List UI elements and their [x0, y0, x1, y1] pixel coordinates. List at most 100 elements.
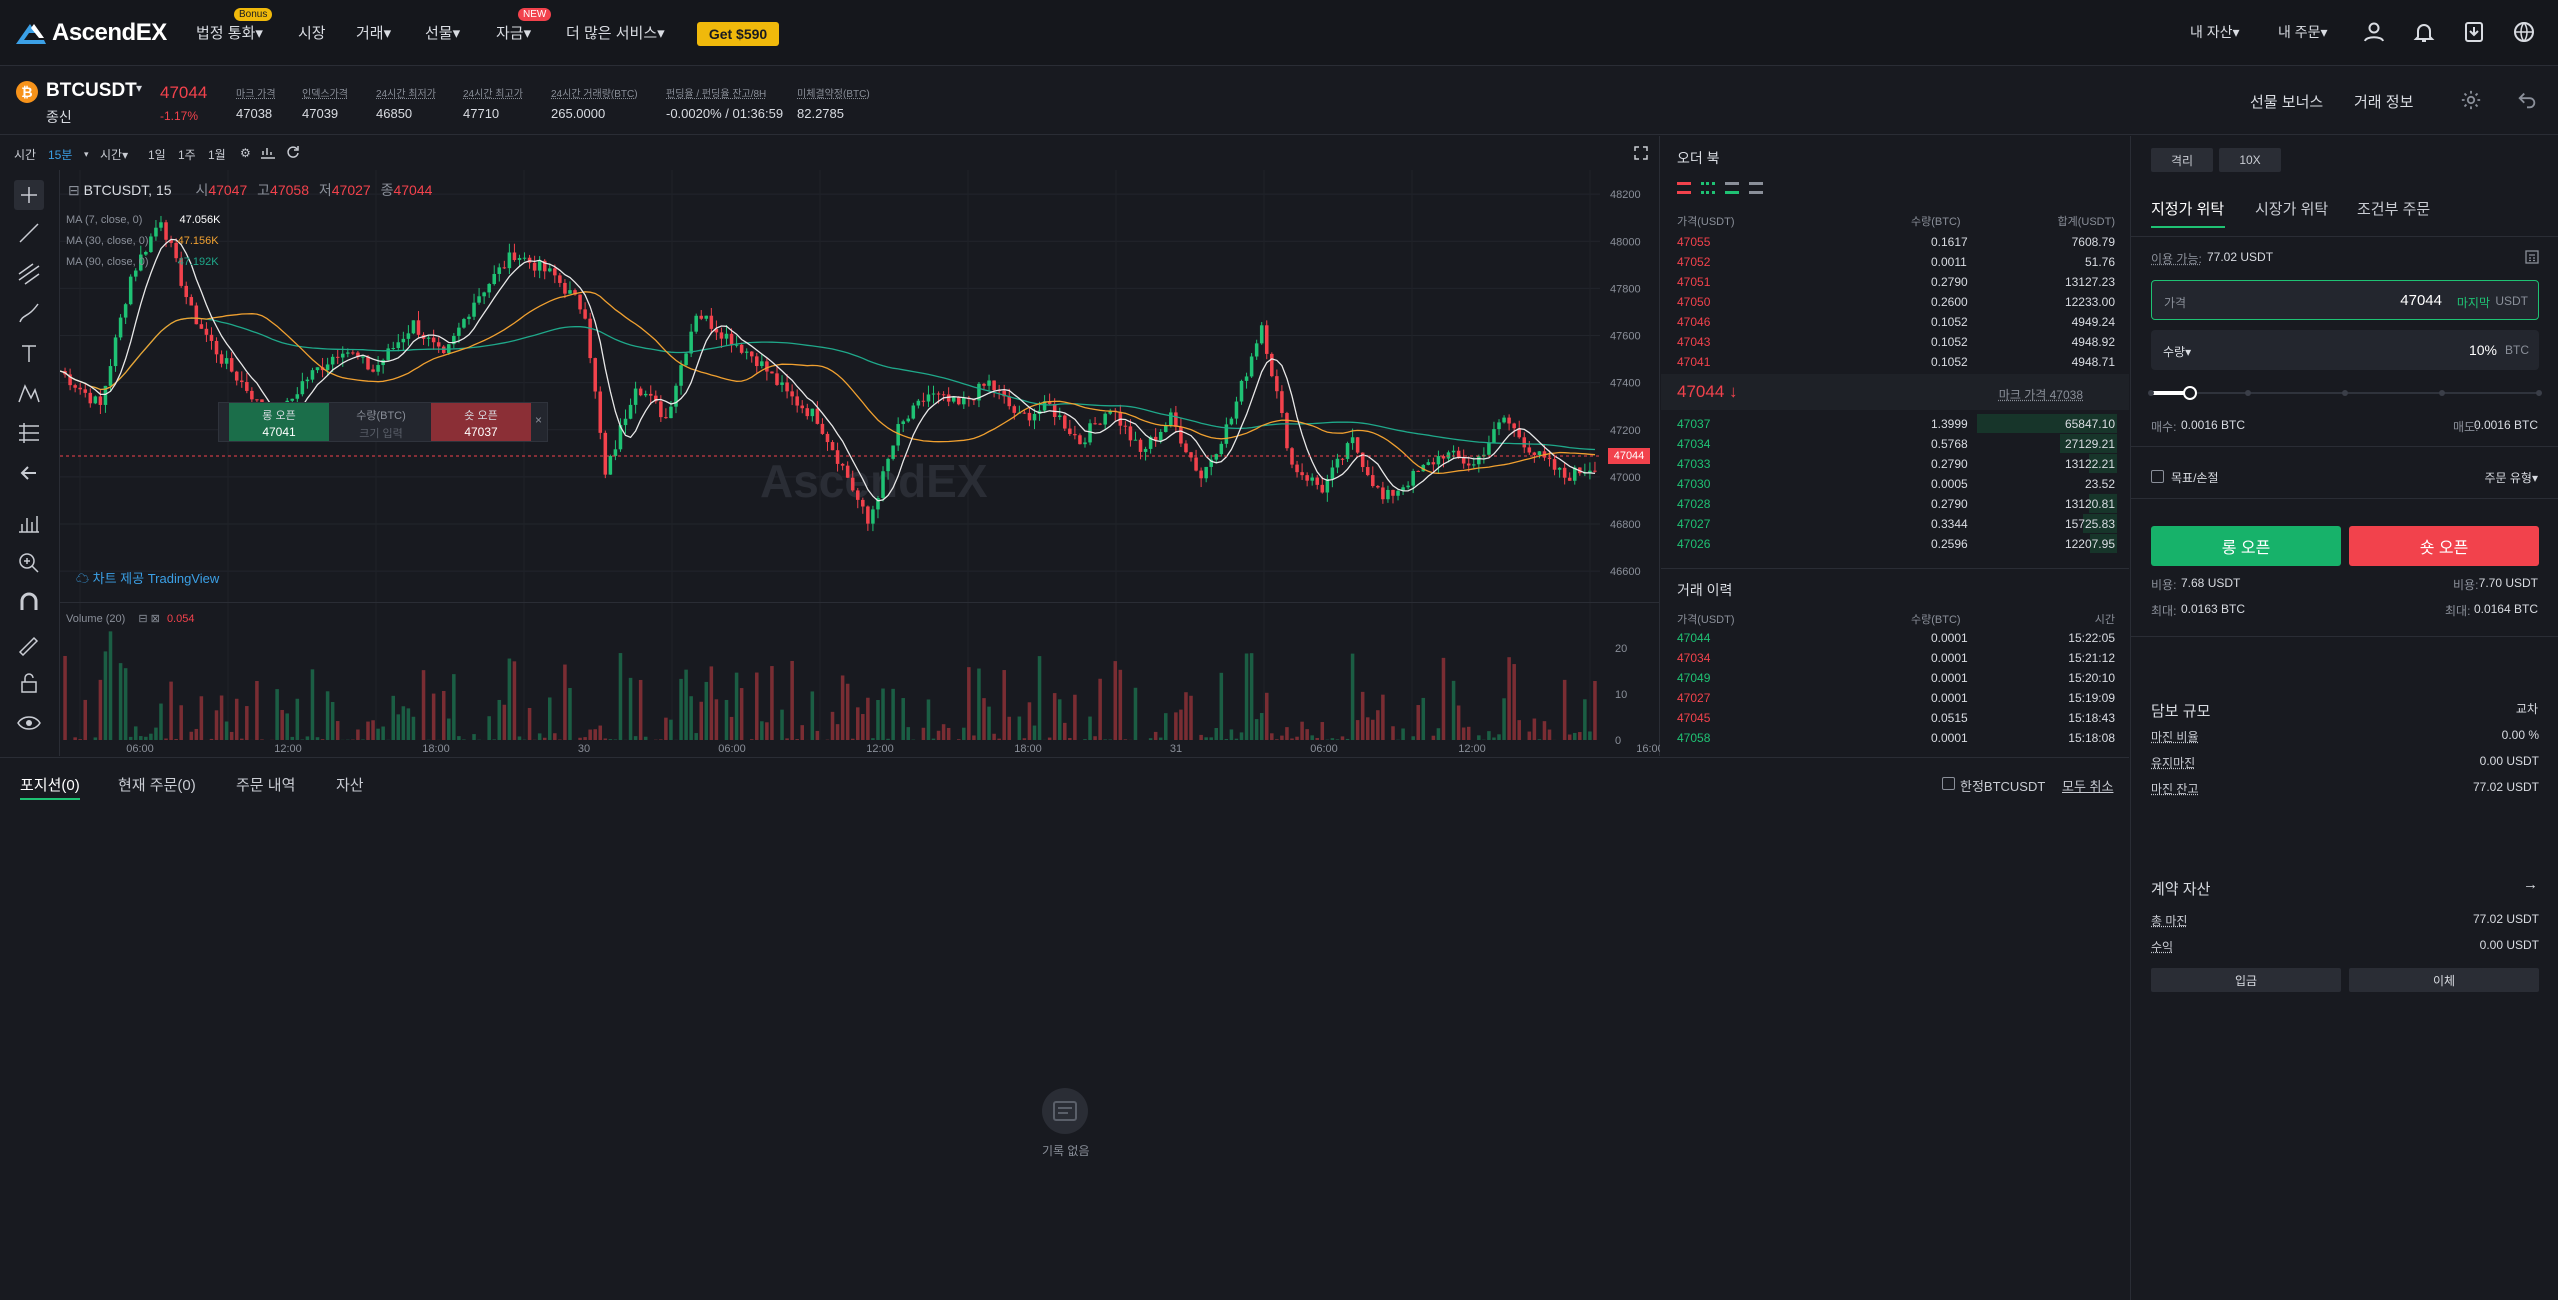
globe-icon[interactable]	[2512, 20, 2536, 44]
margin-mode-switch[interactable]: 교차	[2515, 702, 2538, 716]
nav-fiat[interactable]: 법정 통화▾	[196, 25, 263, 42]
interval-1d[interactable]: 1일	[148, 148, 166, 162]
lock-tool[interactable]	[16, 670, 42, 696]
bid-row[interactable]: 47030 0.0005 23.52	[1677, 477, 2115, 491]
fullscreen-icon[interactable]	[1634, 146, 1648, 160]
brush-tool[interactable]	[16, 300, 42, 326]
tab-order-history[interactable]: 주문 내역	[236, 777, 296, 794]
bell-icon[interactable]	[2412, 20, 2436, 44]
back-tool[interactable]	[16, 460, 42, 486]
calculator-icon[interactable]	[2525, 250, 2539, 264]
fib-tool[interactable]	[16, 260, 42, 286]
settings-gear-icon[interactable]	[2460, 89, 2482, 111]
chevron-down-icon[interactable]: ▾	[84, 149, 89, 159]
tab-market-order[interactable]: 시장가 위탁	[2255, 201, 2329, 218]
collapse-icon[interactable]: ⊟	[68, 182, 84, 198]
quantity-unit-selector[interactable]: 수량▾	[2163, 345, 2192, 359]
close-icon[interactable]: ×	[535, 413, 543, 427]
ask-row[interactable]: 47043 0.1052 4948.92	[1677, 335, 2115, 349]
margin-mode-button[interactable]: 격리	[2151, 148, 2213, 172]
arrow-right-icon[interactable]: →	[2523, 876, 2538, 893]
symbol-selector[interactable]: BTCUSDT	[46, 80, 137, 101]
only-symbol-checkbox[interactable]	[1942, 777, 1955, 790]
slider-handle[interactable]	[2182, 386, 2197, 400]
tab-positions[interactable]: 포지션(0)	[20, 777, 80, 794]
slider-tick[interactable]	[2245, 390, 2251, 396]
ask-row[interactable]: 47046 0.1052 4949.24	[1677, 315, 2115, 329]
quantity-slider[interactable]	[2148, 386, 2542, 400]
slider-tick[interactable]	[2342, 390, 2348, 396]
tab-limit-order[interactable]: 지정가 위탁	[2151, 201, 2225, 218]
chart-settings-icon[interactable]: ⚙	[240, 146, 251, 160]
view-bids-icon[interactable]	[1725, 182, 1739, 194]
logo[interactable]: AscendEX	[14, 18, 167, 48]
bid-row[interactable]: 47033 0.2790 13122.21	[1661, 454, 2129, 474]
user-icon[interactable]	[2362, 20, 2386, 44]
my-orders-menu[interactable]: 내 주문▾	[2278, 24, 2328, 40]
view-both-icon[interactable]	[1677, 182, 1691, 194]
ask-row[interactable]: 47052 0.0011 51.76	[1677, 255, 2115, 269]
tradingview-credit[interactable]: ☁ 차트 제공 TradingView	[76, 571, 220, 586]
measure-tool[interactable]	[16, 510, 42, 536]
prediction-tool[interactable]	[16, 420, 42, 446]
nav-futures[interactable]: 선물▾	[425, 25, 461, 42]
tab-conditional-order[interactable]: 조건부 주문	[2357, 201, 2431, 218]
interval-1m[interactable]: 1월	[208, 148, 226, 162]
price-value[interactable]: 47044	[2400, 292, 2442, 309]
visibility-tool[interactable]	[16, 710, 42, 736]
back-arrow-icon[interactable]	[2516, 89, 2538, 111]
bid-row[interactable]: 47027 0.3344 15725.83	[1661, 514, 2129, 534]
indicators-icon[interactable]	[260, 145, 276, 159]
quantity-input[interactable]: 수량▾ 10% BTC	[2151, 330, 2539, 370]
quantity-value[interactable]: 10%	[2468, 342, 2497, 358]
trade-info-link[interactable]: 거래 정보	[2354, 94, 2414, 111]
view-asks-icon[interactable]	[1749, 182, 1763, 194]
bid-row[interactable]: 47037 1.3999 65847.10	[1661, 414, 2129, 434]
interval-time-menu[interactable]: 시간▾	[100, 148, 129, 162]
transfer-button[interactable]: 이체	[2349, 968, 2539, 992]
short-open-button[interactable]: 숏 오픈	[2349, 526, 2539, 566]
my-assets-menu[interactable]: 내 자산▾	[2190, 24, 2240, 40]
pattern-tool[interactable]	[16, 380, 42, 406]
slider-tick[interactable]	[2439, 390, 2445, 396]
ask-row[interactable]: 47050 0.2600 12233.00	[1677, 295, 2115, 309]
quick-qty-input[interactable]: 수량(BTC) 크기 입력	[356, 410, 406, 440]
price-input[interactable]: 가격 47044 마지막 USDT	[2151, 280, 2539, 320]
ask-row[interactable]: 47055 0.1617 7608.79	[1677, 235, 2115, 249]
volume-toggle-icons[interactable]: ⊟ ⊠	[138, 613, 160, 625]
nav-funds[interactable]: 자금▾	[496, 25, 532, 42]
ask-row[interactable]: 47041 0.1052 4948.71	[1677, 355, 2115, 369]
cancel-all-link[interactable]: 모두 취소	[2062, 779, 2114, 794]
download-icon[interactable]	[2462, 20, 2486, 44]
bid-row[interactable]: 47026 0.2596 12207.95	[1661, 534, 2129, 554]
slider-tick[interactable]	[2148, 390, 2154, 396]
zoom-tool[interactable]	[16, 550, 42, 576]
view-grid-icon[interactable]	[1701, 182, 1715, 194]
reset-icon[interactable]	[286, 145, 300, 159]
nav-market[interactable]: 시장	[298, 25, 326, 42]
interval-1w[interactable]: 1주	[178, 148, 196, 162]
crosshair-tool[interactable]	[14, 180, 44, 210]
quick-short-button[interactable]: 숏 오픈 47037	[431, 403, 531, 441]
text-tool[interactable]	[16, 340, 42, 366]
magnet-tool[interactable]	[16, 590, 42, 616]
futures-bonus-link[interactable]: 선물 보너스	[2250, 94, 2324, 111]
chevron-down-icon[interactable]: ▾	[136, 81, 143, 95]
lock-drawing-tool[interactable]	[16, 630, 42, 657]
tpsl-checkbox[interactable]	[2151, 470, 2164, 483]
quick-long-button[interactable]: 롱 오픈 47041	[229, 403, 329, 441]
ask-row[interactable]: 47051 0.2790 13127.23	[1677, 275, 2115, 289]
nav-trade[interactable]: 거래▾	[356, 25, 392, 42]
interval-selector[interactable]: 15분	[48, 148, 73, 162]
price-chart[interactable]: AscendEX 48200 48000 47800 47600 47400 47200 4…	[59, 170, 1664, 756]
deposit-button[interactable]: 입금	[2151, 968, 2341, 992]
long-open-button[interactable]: 롱 오픈	[2151, 526, 2341, 566]
slider-tick[interactable]	[2536, 390, 2542, 396]
nav-more-services[interactable]: 더 많은 서비스▾	[566, 25, 665, 42]
order-type-selector[interactable]: 주문 유형▾	[2484, 471, 2538, 485]
bid-row[interactable]: 47034 0.5768 27129.21	[1661, 434, 2129, 454]
chart-canvas[interactable]: AscendEX 4820048000478004760047400472004…	[59, 170, 1664, 756]
trendline-tool[interactable]	[16, 220, 42, 246]
promo-button[interactable]: Get $590	[697, 22, 779, 46]
last-price-link[interactable]: 마지막	[2456, 296, 2490, 310]
